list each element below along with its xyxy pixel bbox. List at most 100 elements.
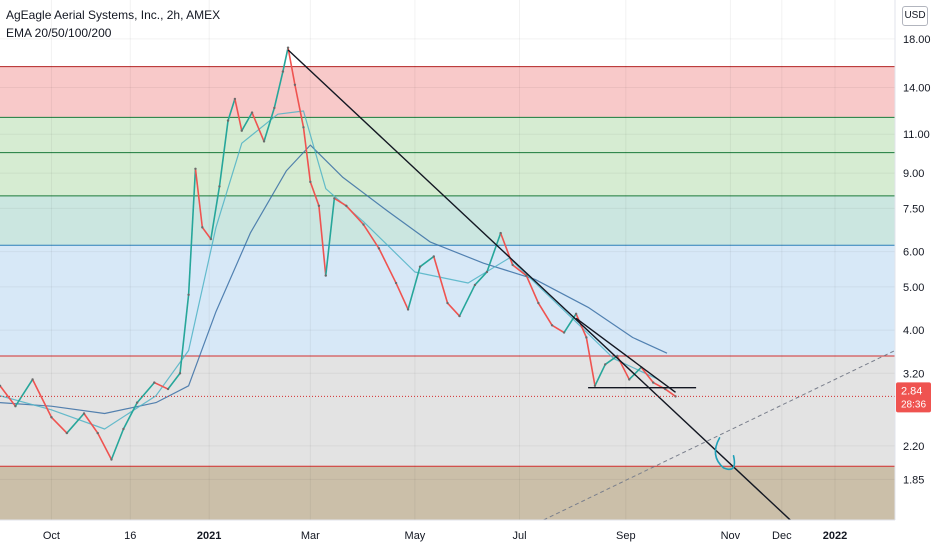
y-tick-label-2: 11.00 — [903, 129, 930, 141]
y-tick-label-6: 5.00 — [903, 282, 924, 294]
price-segment-34 — [362, 224, 380, 249]
price-segment-42 — [474, 271, 488, 286]
zone-2 — [0, 195, 895, 246]
zone-5 — [0, 466, 895, 520]
price-point-4 — [65, 431, 69, 435]
trendline-1 — [575, 317, 676, 393]
price-segment-41 — [458, 284, 476, 317]
price-point-54 — [628, 378, 631, 381]
price-segment-12 — [167, 372, 181, 390]
price-segment-7 — [97, 432, 113, 460]
x-tick-label-8: Dec — [772, 530, 792, 542]
price-segment-46 — [525, 275, 540, 304]
price-segment-5 — [66, 412, 85, 434]
y-tick-label-0: 18.00 — [903, 34, 931, 46]
price-segment-56 — [640, 366, 654, 384]
price-point-2 — [31, 378, 34, 381]
currency-button[interactable]: USD — [902, 6, 928, 26]
price-segment-43 — [486, 232, 502, 273]
price-point-43 — [499, 231, 502, 235]
price-segment-24 — [273, 71, 284, 109]
price-point-50 — [585, 336, 588, 339]
price-segment-32 — [333, 197, 347, 207]
price-point-36 — [406, 308, 410, 311]
price-badge-countdown: 28:36 — [901, 399, 926, 410]
price-segment-21 — [241, 112, 253, 132]
annotation-layer — [714, 437, 736, 471]
price-point-27 — [302, 126, 305, 129]
price-segment-33 — [345, 205, 365, 226]
price-point-30 — [324, 274, 327, 277]
price-point-10 — [153, 381, 156, 384]
price-point-32 — [345, 204, 348, 208]
price-point-44 — [511, 263, 514, 267]
price-segment-39 — [433, 256, 449, 304]
price-segment-10 — [136, 382, 155, 404]
price-point-16 — [209, 237, 213, 241]
trendline-layer — [0, 49, 896, 528]
price-marker-layer: 2.84 28:36 — [896, 382, 931, 413]
price-point-52 — [604, 363, 607, 366]
y-tick-label-7: 4.00 — [903, 325, 924, 337]
symbol-title[interactable]: AgEagle Aerial Systems, Inc., 2h, AMEX — [6, 8, 221, 22]
price-point-8 — [122, 427, 125, 431]
price-point-33 — [362, 223, 365, 226]
price-point-14 — [194, 167, 197, 171]
price-segment-28 — [302, 127, 312, 182]
price-point-6 — [96, 431, 99, 435]
price-point-45 — [525, 274, 528, 277]
price-point-19 — [233, 97, 237, 101]
price-point-21 — [250, 111, 254, 114]
price-segment-55 — [628, 366, 642, 381]
x-tick-label-0: Oct — [43, 530, 60, 542]
price-segment-58 — [664, 388, 677, 398]
time-axis[interactable]: Oct 16 2021 Mar May Jul Sep Nov Dec 2022 — [0, 519, 932, 550]
price-point-9 — [135, 401, 139, 404]
price-segment-45 — [512, 264, 527, 277]
y-tick-label-8: 3.20 — [903, 368, 924, 380]
price-point-17 — [218, 185, 221, 188]
price-point-38 — [432, 255, 435, 258]
price-point-24 — [281, 70, 285, 73]
price-point-56 — [652, 381, 655, 384]
price-segment-8 — [110, 428, 125, 460]
time-axis-bg — [0, 520, 932, 550]
indicator-legend[interactable]: EMA 20/50/100/200 — [6, 26, 112, 40]
trendline-0 — [287, 49, 798, 528]
price-point-42 — [485, 270, 489, 274]
price-point-46 — [537, 301, 540, 305]
price-point-47 — [550, 324, 554, 327]
price-segment-20 — [234, 98, 243, 131]
price-segment-11 — [153, 381, 169, 390]
price-segment-44 — [499, 232, 514, 266]
x-tick-label-6: Sep — [616, 530, 636, 542]
zone-0 — [0, 66, 895, 118]
price-segment-16 — [201, 226, 212, 240]
price-segment-22 — [251, 112, 265, 142]
price-point-35 — [394, 281, 398, 285]
price-point-20 — [240, 129, 243, 132]
price-point-22 — [262, 140, 266, 143]
price-segment-1 — [0, 385, 17, 407]
price-point-57 — [664, 387, 667, 391]
price-point-0 — [0, 384, 2, 387]
price-segment-4 — [50, 416, 68, 434]
price-point-48 — [562, 331, 566, 334]
price-point-34 — [377, 247, 381, 250]
price-segment-36 — [395, 282, 409, 310]
price-segment-3 — [31, 379, 53, 418]
price-segment-26 — [287, 47, 296, 85]
price-point-28 — [309, 180, 312, 184]
price-axis[interactable]: 18.00 14.00 11.00 9.00 7.50 6.00 5.00 4.00 3.20 2… — [894, 0, 932, 550]
price-segment-31 — [324, 198, 336, 276]
ema-short-line — [0, 110, 659, 430]
price-point-40 — [458, 314, 461, 318]
price-segment-27 — [294, 84, 305, 128]
price-point-11 — [166, 387, 170, 391]
price-segment-40 — [446, 302, 461, 317]
price-segment-50 — [575, 313, 588, 338]
price-point-5 — [82, 412, 86, 415]
zone-4 — [0, 355, 895, 467]
price-segment-13 — [179, 294, 190, 374]
